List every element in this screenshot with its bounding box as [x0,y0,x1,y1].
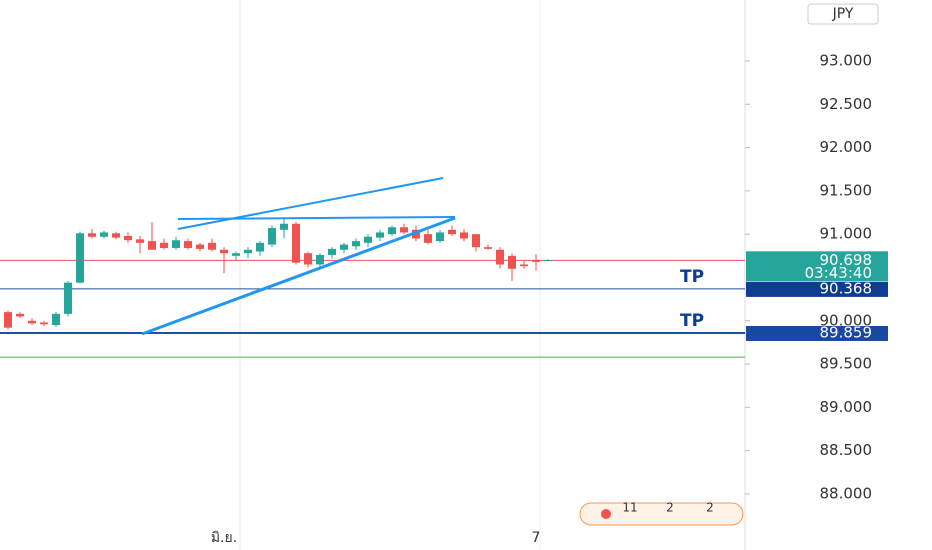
event-count: 2 [666,501,674,515]
events-badge [579,502,744,526]
price-tag [746,281,888,297]
candle-body [520,264,528,267]
candle-body [304,253,312,265]
price-tag-label: 89.859 [820,323,873,341]
candle-body [364,236,372,243]
candle-body [76,233,84,283]
price-tag [746,251,888,282]
candle-body [16,313,24,317]
currency: JPY [832,6,854,22]
countdown: 03:43:40 [805,264,872,282]
candle-body [244,249,252,254]
candle-body [412,229,420,239]
candle-body [232,253,240,256]
candle-body [196,244,204,249]
candle-body [148,241,156,250]
candle-body [448,229,456,235]
candle-body [280,223,288,230]
y-tick-label: 89.000 [820,398,873,416]
candle-body [124,235,132,241]
price-tag-label: 90.698 [820,251,873,269]
event-count: 11 [622,501,637,515]
y-tick-label: 88.000 [820,484,873,502]
price-tag [746,325,888,341]
price-tag-label: 90.368 [820,279,873,297]
candle-body [508,255,516,269]
tp-label: TP [680,267,704,287]
candle-body [64,282,72,314]
candle-body [424,234,432,243]
candle-body [400,227,408,233]
candle-body [328,248,336,255]
candle-body [376,232,384,238]
y-tick-label: 90.000 [820,311,873,329]
event-count: 2 [706,501,714,515]
candle-body [544,260,552,262]
trendlines [141,177,456,336]
y-tick-label: 91.500 [820,181,873,199]
y-tick-label: 93.000 [820,51,873,69]
candle-body [28,320,36,324]
candle-body [136,239,144,243]
candle-body [316,254,324,265]
x-tick-label: มิ.ย. [211,530,237,546]
candle-body [256,242,264,252]
y-tick-label: 92.500 [820,95,873,113]
candle-body [172,240,180,249]
tp-label: TP [680,311,704,331]
candle-body [4,312,12,328]
candle-body [352,241,360,247]
candle-body [88,233,96,237]
y-tick-label: 88.500 [820,441,873,459]
candle-body [220,249,228,254]
candle-body [388,227,396,235]
candle-body [160,242,168,249]
y-tick-label: 89.500 [820,355,873,373]
candle-body [40,322,48,325]
x-tick-label: 7 [532,530,541,546]
candle-body [472,234,480,248]
y-tick-label: 92.000 [820,138,873,156]
candle-body [340,244,348,250]
candle-body [112,233,120,238]
y-tick-label: 91.000 [820,225,873,243]
currency-box [807,3,879,25]
candle-body [436,232,444,242]
candle-body [268,228,276,245]
candle-body [292,223,300,263]
candle-body [460,232,468,239]
candle-body [532,260,540,262]
candle-body [208,242,216,250]
candle-body [484,247,492,249]
candle-body [52,313,60,326]
candle-body [184,241,192,249]
candle-body [100,232,108,237]
candle-body [496,249,504,265]
